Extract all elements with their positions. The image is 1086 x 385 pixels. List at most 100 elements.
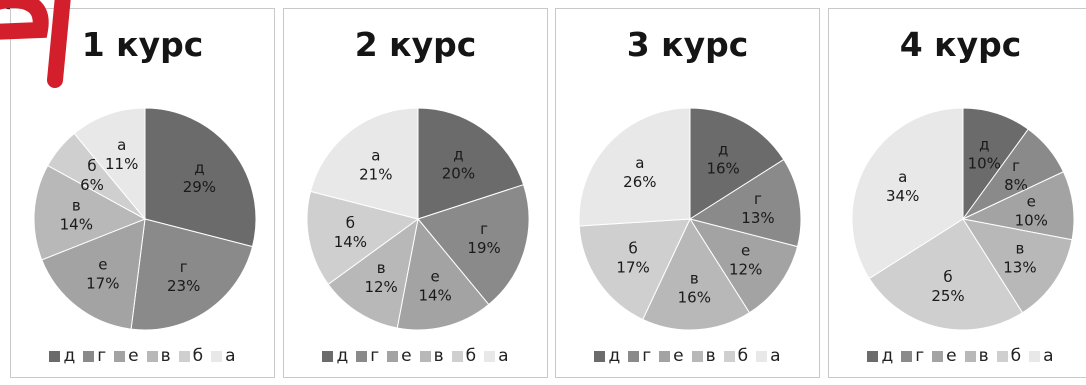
legend-swatch [419,350,431,362]
legend-label: е [946,346,957,366]
pie-slice-б [868,218,1024,331]
pie-slice-а [578,107,691,227]
legend-item-д: д [594,346,620,366]
slice-percent-label: 12% [729,260,762,278]
slice-category-label: е [1027,192,1036,210]
slice-category-label: в [72,197,81,215]
slice-category-label: г [754,190,762,208]
slice-percent-label: 17% [86,274,119,292]
legend-label: а [770,346,781,366]
legend-swatch [867,350,879,362]
legend-item-в: в [146,346,171,366]
legend-swatch [146,350,158,362]
legend-swatch [594,350,606,362]
slice-percent-label: 6% [80,176,104,194]
slice-category-label: г [1012,157,1020,175]
pie-slice-г [688,158,802,248]
legend-label: в [160,346,171,366]
pie-slice-в [642,217,751,331]
legend-label: а [225,346,236,366]
legend-label: г [642,346,652,366]
slice-percent-label: 29% [183,178,216,196]
legend-swatch [83,350,95,362]
legend-label: а [498,346,509,366]
slice-percent-label: 23% [167,277,200,295]
slice-category-label: б [87,157,96,175]
chart-title: 1 курс [81,25,204,64]
legend-label: д [608,346,621,366]
legend-item-е: е [659,346,684,366]
legend-swatch [964,350,976,362]
slice-percent-label: 26% [623,173,656,191]
legend-item-г: г [356,346,379,366]
legend-swatch [484,350,496,362]
legend-item-е: е [114,346,139,366]
legend-item-в: в [691,346,716,366]
legend-swatch [996,350,1008,362]
slice-category-label: г [180,258,188,276]
slice-percent-label: 12% [364,278,397,296]
legend-swatch [387,350,399,362]
pie-chart: д16%г13%е12%в16%б17%а26% [578,107,802,331]
legend-item-в: в [419,346,444,366]
slice-percent-label: 10% [1015,211,1048,229]
legend-item-б: б [451,346,476,366]
slice-percent-label: 8% [1004,176,1028,194]
slice-category-label: б [943,268,952,286]
legend-item-в: в [964,346,989,366]
pie-slice-а [851,107,964,280]
chart-title: 3 курс [626,25,749,64]
pie-slice-в [961,218,1073,314]
legend-label: б [1010,346,1022,366]
legend-label: а [1043,346,1054,366]
slice-percent-label: 34% [886,187,919,205]
legend-item-б: б [996,346,1022,366]
slice-percent-label: 14% [418,287,451,305]
pie-slice-в [33,164,147,261]
slice-percent-label: 19% [467,239,500,257]
legend-swatch [628,350,640,362]
legend-label: б [192,346,204,366]
slice-category-label: а [635,154,644,172]
legend-label: д [336,346,349,366]
legend-label: е [401,346,412,366]
slice-percent-label: 16% [706,160,739,178]
legend-item-б: б [178,346,204,366]
slice-category-label: а [371,147,380,165]
legend-item-г: г [628,346,651,366]
pie-slice-е [396,217,490,331]
slice-category-label: е [98,255,107,273]
slice-category-label: г [480,220,488,238]
slice-category-label: е [741,241,750,259]
legend-swatch [1029,350,1041,362]
legend-swatch [49,350,61,362]
chart-title: 4 курс [899,25,1022,64]
slice-category-label: д [979,136,989,154]
legend-label: д [63,346,76,366]
legend-swatch [756,350,768,362]
legend-item-д: д [49,346,75,366]
legend-item-д: д [322,346,348,366]
slice-category-label: б [628,240,637,258]
legend-item-б: б [723,346,748,366]
slice-category-label: д [453,145,463,163]
pie-slice-д [689,107,785,220]
slice-category-label: в [377,259,386,277]
legend-item-г: г [901,346,924,366]
legend-swatch [356,350,368,362]
legend-swatch [932,350,944,362]
legend-label: в [705,346,716,366]
legend-label: е [128,346,139,366]
slice-percent-label: 16% [678,289,711,307]
legend-swatch [451,350,463,362]
pie-chart: д29% г23% е17% в14% б6% а11% [33,107,257,331]
slice-percent-label: 21% [359,166,392,184]
legend-item-г: г [83,346,106,366]
pie-slice-г [417,184,530,306]
